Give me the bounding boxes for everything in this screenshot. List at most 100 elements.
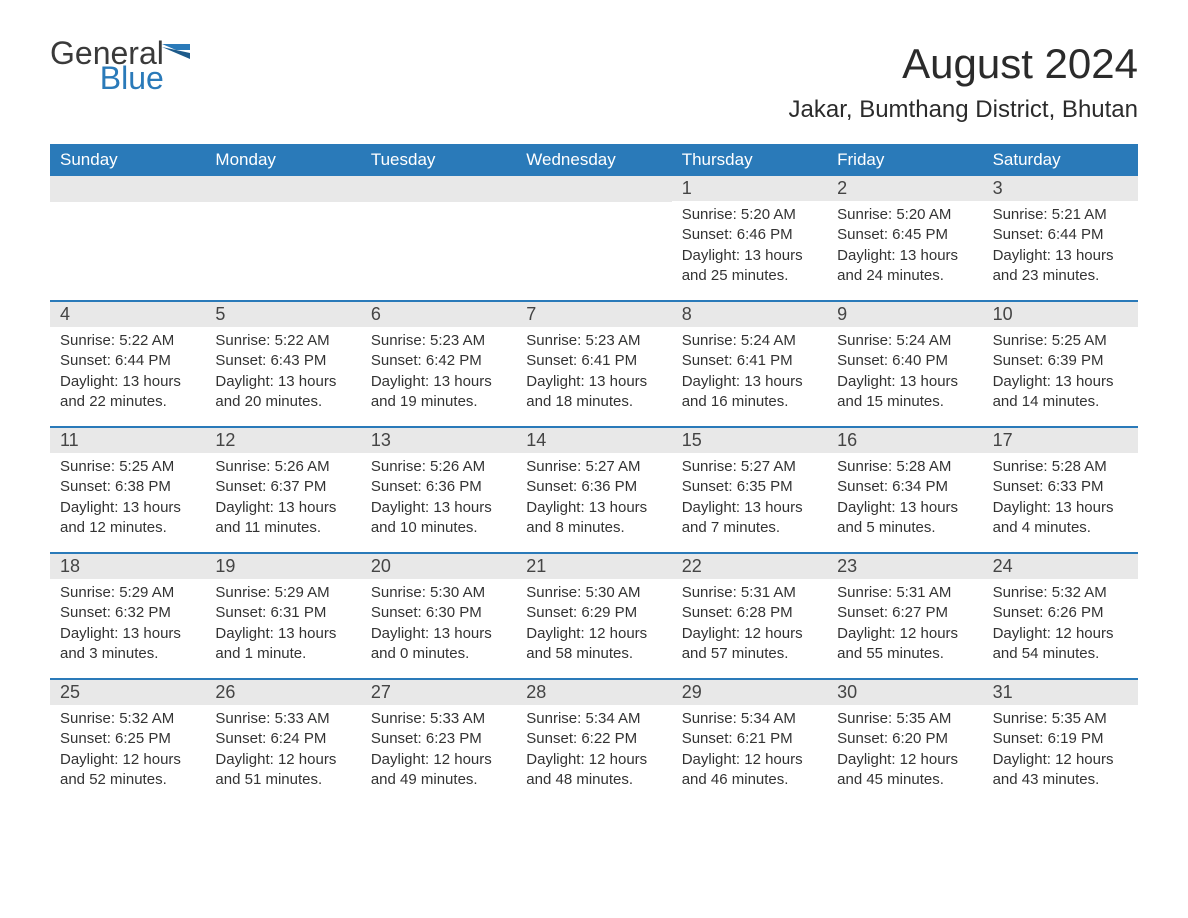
- sunrise-line: Sunrise: 5:31 AM: [837, 583, 972, 603]
- sunset-line: Sunset: 6:19 PM: [993, 729, 1128, 749]
- daylight-line: Daylight: 12 hours and 57 minutes.: [682, 624, 817, 665]
- day-cell: 15Sunrise: 5:27 AMSunset: 6:35 PMDayligh…: [672, 428, 827, 552]
- day-number: 25: [50, 680, 205, 705]
- day-content: Sunrise: 5:20 AMSunset: 6:45 PMDaylight:…: [827, 201, 982, 296]
- day-number: 9: [827, 302, 982, 327]
- day-cell: 10Sunrise: 5:25 AMSunset: 6:39 PMDayligh…: [983, 302, 1138, 426]
- sunset-line: Sunset: 6:36 PM: [371, 477, 506, 497]
- daylight-line: Daylight: 13 hours and 16 minutes.: [682, 372, 817, 413]
- day-number: 31: [983, 680, 1138, 705]
- dow-cell: Wednesday: [516, 144, 671, 176]
- days-of-week-row: SundayMondayTuesdayWednesdayThursdayFrid…: [50, 144, 1138, 176]
- day-number: 17: [983, 428, 1138, 453]
- sunset-line: Sunset: 6:30 PM: [371, 603, 506, 623]
- day-cell: 24Sunrise: 5:32 AMSunset: 6:26 PMDayligh…: [983, 554, 1138, 678]
- daylight-line: Daylight: 12 hours and 48 minutes.: [526, 750, 661, 791]
- daylight-line: Daylight: 13 hours and 11 minutes.: [215, 498, 350, 539]
- week-row: 4Sunrise: 5:22 AMSunset: 6:44 PMDaylight…: [50, 300, 1138, 426]
- sunrise-line: Sunrise: 5:25 AM: [993, 331, 1128, 351]
- day-number: 18: [50, 554, 205, 579]
- logo: General Blue: [50, 40, 198, 92]
- sunrise-line: Sunrise: 5:27 AM: [682, 457, 817, 477]
- day-number: 22: [672, 554, 827, 579]
- sunset-line: Sunset: 6:35 PM: [682, 477, 817, 497]
- day-number: 13: [361, 428, 516, 453]
- daylight-line: Daylight: 13 hours and 15 minutes.: [837, 372, 972, 413]
- sunset-line: Sunset: 6:45 PM: [837, 225, 972, 245]
- dow-cell: Friday: [827, 144, 982, 176]
- logo-text: General Blue: [50, 40, 164, 92]
- dow-cell: Tuesday: [361, 144, 516, 176]
- daylight-line: Daylight: 12 hours and 45 minutes.: [837, 750, 972, 791]
- day-cell: 21Sunrise: 5:30 AMSunset: 6:29 PMDayligh…: [516, 554, 671, 678]
- day-number: [50, 176, 205, 202]
- sunset-line: Sunset: 6:37 PM: [215, 477, 350, 497]
- daylight-line: Daylight: 12 hours and 43 minutes.: [993, 750, 1128, 791]
- day-content: Sunrise: 5:21 AMSunset: 6:44 PMDaylight:…: [983, 201, 1138, 296]
- day-cell: 6Sunrise: 5:23 AMSunset: 6:42 PMDaylight…: [361, 302, 516, 426]
- day-cell: 28Sunrise: 5:34 AMSunset: 6:22 PMDayligh…: [516, 680, 671, 804]
- daylight-line: Daylight: 13 hours and 5 minutes.: [837, 498, 972, 539]
- day-content: Sunrise: 5:22 AMSunset: 6:43 PMDaylight:…: [205, 327, 360, 422]
- day-cell: 17Sunrise: 5:28 AMSunset: 6:33 PMDayligh…: [983, 428, 1138, 552]
- sunset-line: Sunset: 6:21 PM: [682, 729, 817, 749]
- day-content: Sunrise: 5:26 AMSunset: 6:37 PMDaylight:…: [205, 453, 360, 548]
- dow-cell: Monday: [205, 144, 360, 176]
- sunrise-line: Sunrise: 5:23 AM: [526, 331, 661, 351]
- daylight-line: Daylight: 12 hours and 55 minutes.: [837, 624, 972, 665]
- sunrise-line: Sunrise: 5:33 AM: [215, 709, 350, 729]
- sunrise-line: Sunrise: 5:26 AM: [215, 457, 350, 477]
- daylight-line: Daylight: 13 hours and 14 minutes.: [993, 372, 1128, 413]
- month-title: August 2024: [789, 40, 1139, 88]
- sunrise-line: Sunrise: 5:30 AM: [371, 583, 506, 603]
- daylight-line: Daylight: 12 hours and 52 minutes.: [60, 750, 195, 791]
- day-content: Sunrise: 5:24 AMSunset: 6:41 PMDaylight:…: [672, 327, 827, 422]
- daylight-line: Daylight: 12 hours and 51 minutes.: [215, 750, 350, 791]
- day-content: Sunrise: 5:25 AMSunset: 6:39 PMDaylight:…: [983, 327, 1138, 422]
- sunrise-line: Sunrise: 5:20 AM: [837, 205, 972, 225]
- day-content: Sunrise: 5:32 AMSunset: 6:25 PMDaylight:…: [50, 705, 205, 800]
- flag-icon: [162, 44, 198, 75]
- day-cell: 9Sunrise: 5:24 AMSunset: 6:40 PMDaylight…: [827, 302, 982, 426]
- day-number: 8: [672, 302, 827, 327]
- sunset-line: Sunset: 6:44 PM: [993, 225, 1128, 245]
- day-content: Sunrise: 5:31 AMSunset: 6:28 PMDaylight:…: [672, 579, 827, 674]
- day-number: 26: [205, 680, 360, 705]
- day-cell: 20Sunrise: 5:30 AMSunset: 6:30 PMDayligh…: [361, 554, 516, 678]
- day-content: Sunrise: 5:31 AMSunset: 6:27 PMDaylight:…: [827, 579, 982, 674]
- daylight-line: Daylight: 13 hours and 25 minutes.: [682, 246, 817, 287]
- weeks-container: 1Sunrise: 5:20 AMSunset: 6:46 PMDaylight…: [50, 176, 1138, 804]
- sunset-line: Sunset: 6:22 PM: [526, 729, 661, 749]
- sunrise-line: Sunrise: 5:33 AM: [371, 709, 506, 729]
- location: Jakar, Bumthang District, Bhutan: [789, 96, 1139, 124]
- sunset-line: Sunset: 6:36 PM: [526, 477, 661, 497]
- sunrise-line: Sunrise: 5:23 AM: [371, 331, 506, 351]
- week-row: 25Sunrise: 5:32 AMSunset: 6:25 PMDayligh…: [50, 678, 1138, 804]
- day-cell: [205, 176, 360, 300]
- day-cell: 25Sunrise: 5:32 AMSunset: 6:25 PMDayligh…: [50, 680, 205, 804]
- sunset-line: Sunset: 6:31 PM: [215, 603, 350, 623]
- day-cell: 31Sunrise: 5:35 AMSunset: 6:19 PMDayligh…: [983, 680, 1138, 804]
- day-number: [361, 176, 516, 202]
- day-cell: 11Sunrise: 5:25 AMSunset: 6:38 PMDayligh…: [50, 428, 205, 552]
- day-cell: 14Sunrise: 5:27 AMSunset: 6:36 PMDayligh…: [516, 428, 671, 552]
- day-cell: 5Sunrise: 5:22 AMSunset: 6:43 PMDaylight…: [205, 302, 360, 426]
- day-number: 30: [827, 680, 982, 705]
- week-row: 18Sunrise: 5:29 AMSunset: 6:32 PMDayligh…: [50, 552, 1138, 678]
- sunrise-line: Sunrise: 5:28 AM: [837, 457, 972, 477]
- day-cell: 27Sunrise: 5:33 AMSunset: 6:23 PMDayligh…: [361, 680, 516, 804]
- sunrise-line: Sunrise: 5:28 AM: [993, 457, 1128, 477]
- day-content: Sunrise: 5:25 AMSunset: 6:38 PMDaylight:…: [50, 453, 205, 548]
- daylight-line: Daylight: 12 hours and 58 minutes.: [526, 624, 661, 665]
- daylight-line: Daylight: 12 hours and 46 minutes.: [682, 750, 817, 791]
- day-number: 1: [672, 176, 827, 201]
- day-number: 24: [983, 554, 1138, 579]
- sunrise-line: Sunrise: 5:31 AM: [682, 583, 817, 603]
- sunset-line: Sunset: 6:29 PM: [526, 603, 661, 623]
- sunset-line: Sunset: 6:42 PM: [371, 351, 506, 371]
- sunset-line: Sunset: 6:46 PM: [682, 225, 817, 245]
- day-cell: 7Sunrise: 5:23 AMSunset: 6:41 PMDaylight…: [516, 302, 671, 426]
- day-content: Sunrise: 5:30 AMSunset: 6:30 PMDaylight:…: [361, 579, 516, 674]
- day-cell: 30Sunrise: 5:35 AMSunset: 6:20 PMDayligh…: [827, 680, 982, 804]
- day-number: 28: [516, 680, 671, 705]
